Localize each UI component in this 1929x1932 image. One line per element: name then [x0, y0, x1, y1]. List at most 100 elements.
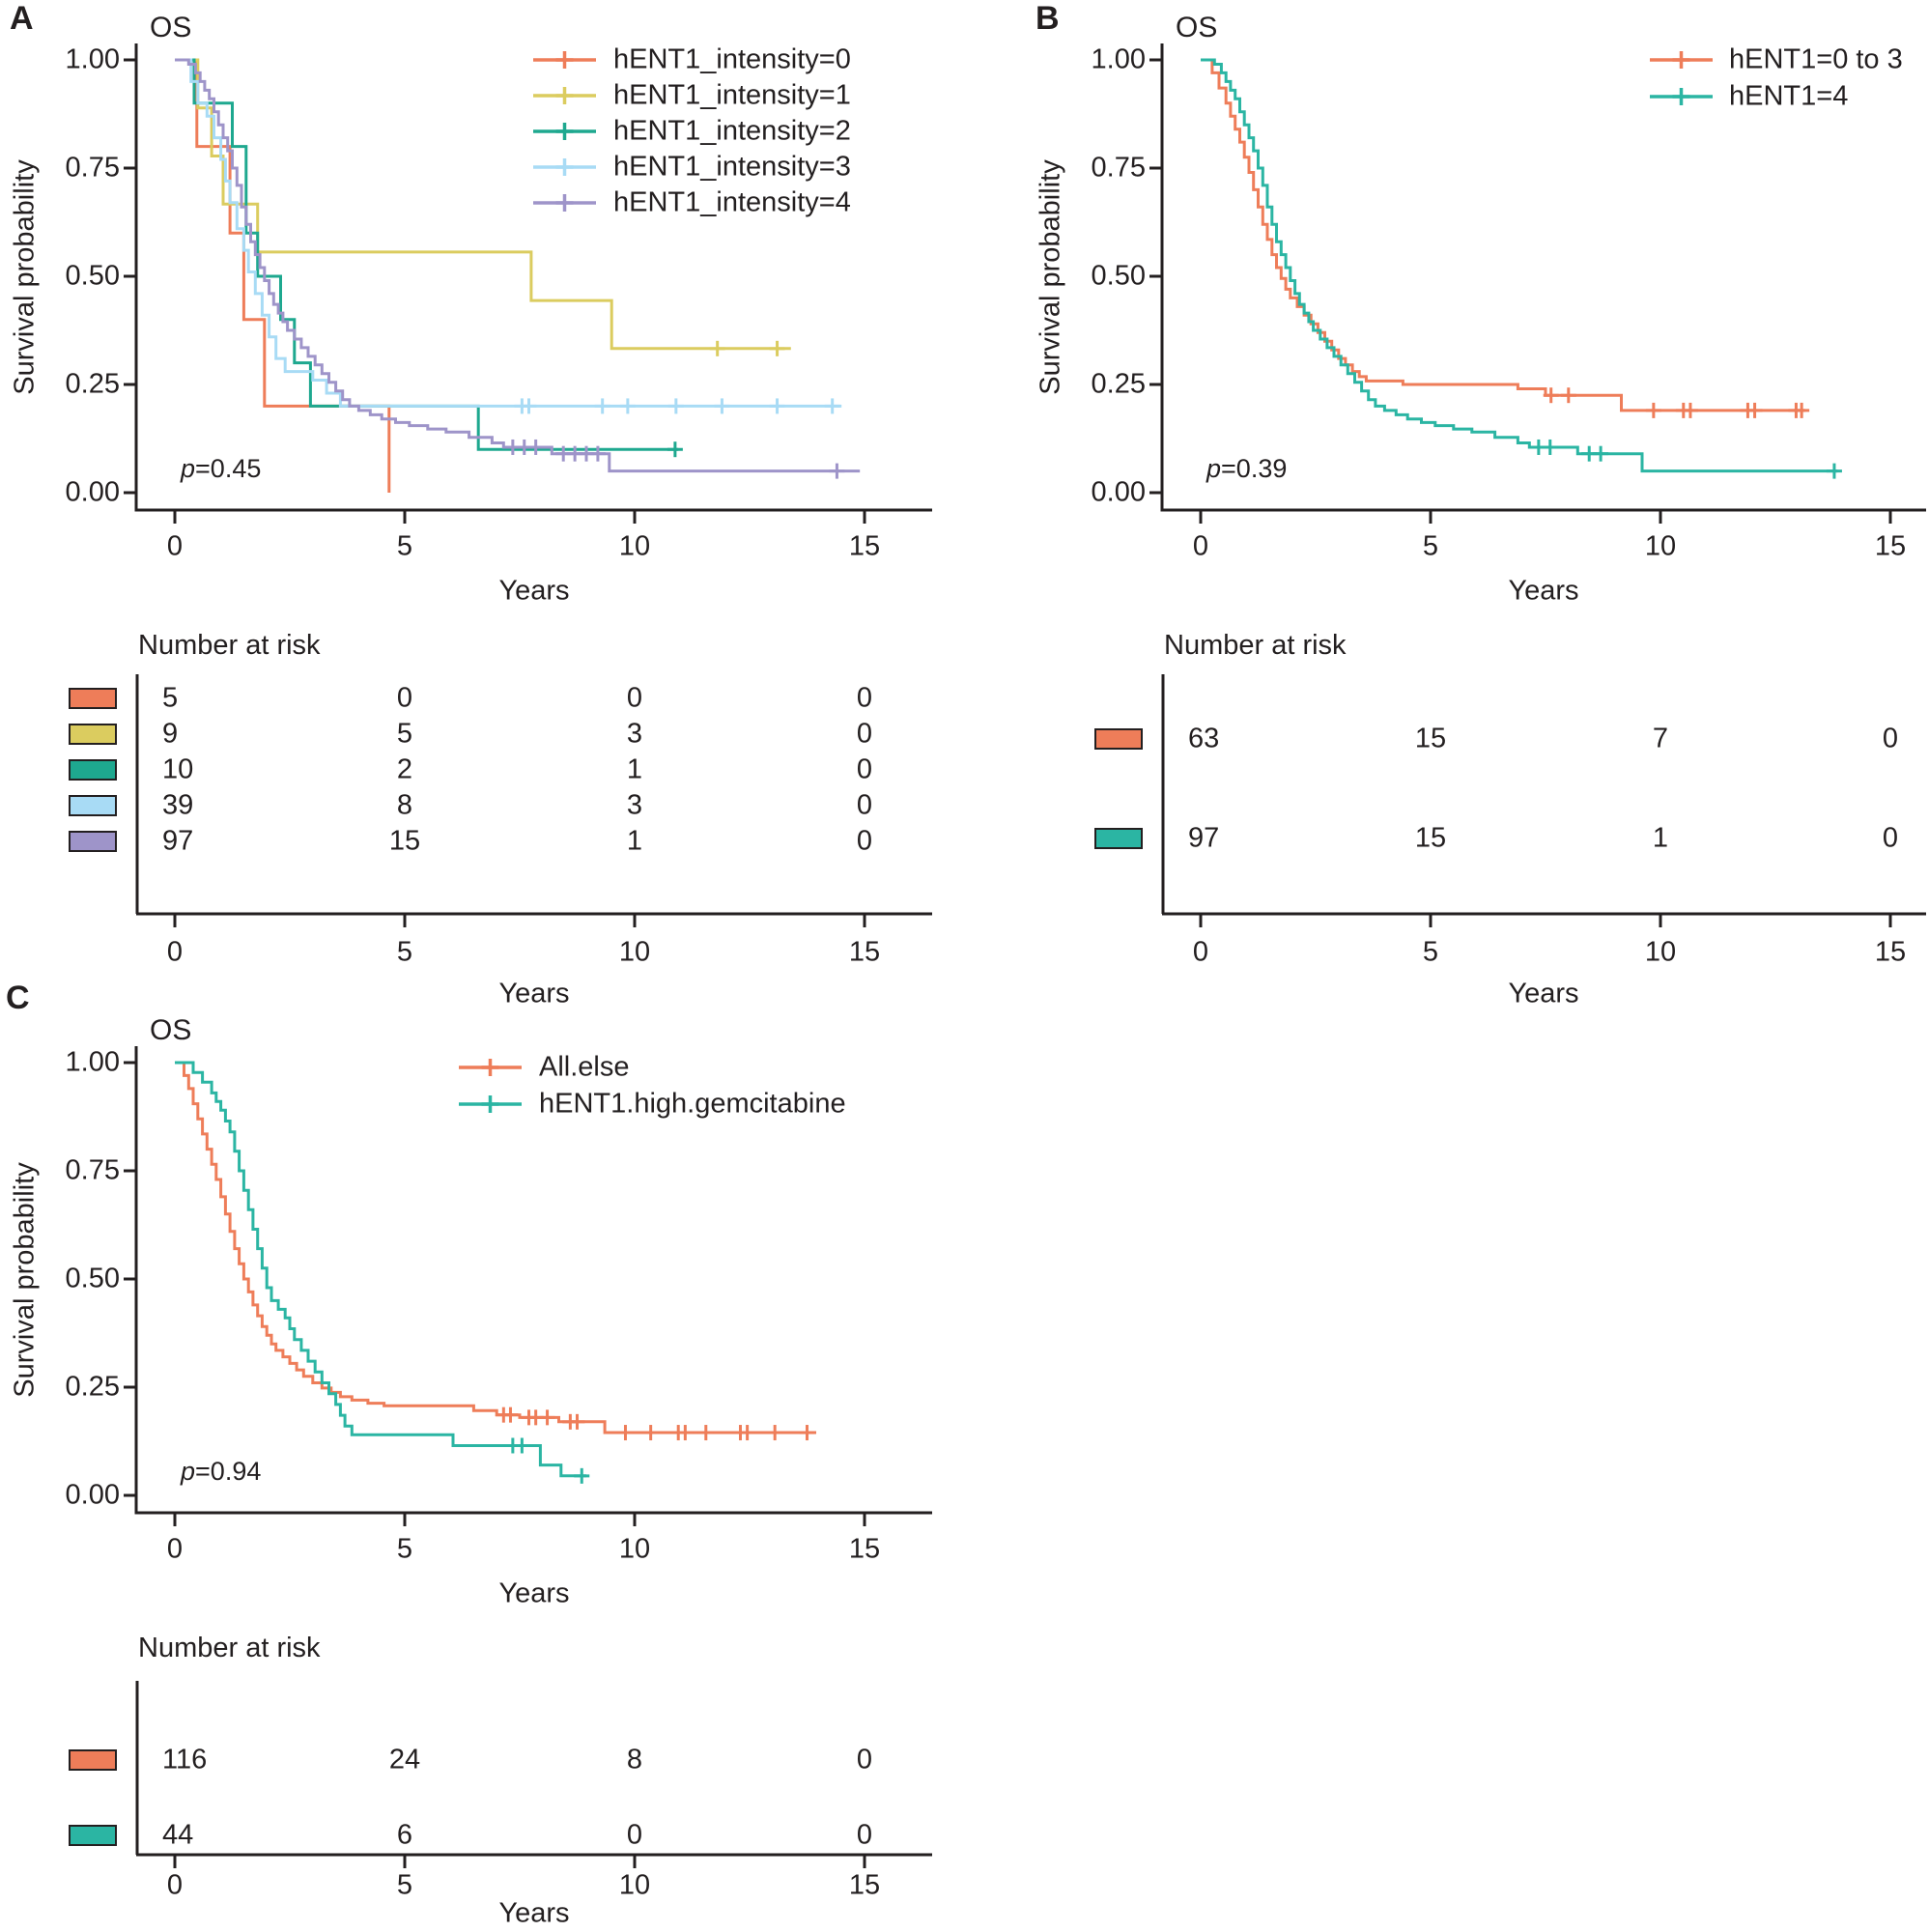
panel-c-risk-x-tick-label: 5 [396, 1869, 413, 1901]
panel-a-risk-count: 5 [396, 718, 413, 750]
panel-b-title: OS [1176, 12, 1218, 43]
panel-a-risk-count: 0 [626, 682, 643, 714]
panel-a-risk-x-tick-label: 15 [848, 936, 881, 968]
panel-b-label: B [1035, 0, 1060, 37]
panel-a-x-tick-label: 10 [618, 530, 651, 562]
panel-c-x-tick-label: 10 [618, 1533, 651, 1565]
panel-b-km-curve-1 [1201, 58, 1838, 473]
panel-c-y-tick-label: 0.50 [65, 1263, 120, 1294]
panel-b-risk-x-tick-label: 5 [1422, 936, 1439, 968]
panel-a-risk-x-axis-title: Years [498, 978, 570, 1009]
panel-a-risk-count: 0 [856, 718, 873, 750]
panel-a-risk-count: 0 [396, 682, 413, 714]
panel-c-y-tick-label: 0.00 [65, 1479, 120, 1511]
panel-c-axes [134, 1046, 932, 1515]
panel-b-risk-x-tick-label: 15 [1874, 936, 1907, 968]
panel-a-y-tick-label: 0.50 [65, 260, 120, 292]
panel-c-risk-table-header: Number at risk [138, 1633, 321, 1663]
panel-c-title: OS [150, 1014, 192, 1046]
panel-a-legend-label-0: hENT1_intensity=0 [613, 43, 851, 75]
panel-a-km-curve-4 [175, 58, 861, 473]
panel-b-x-tick-label: 10 [1644, 530, 1677, 562]
panel-a-risk-count: 0 [856, 682, 873, 714]
panel-a-x-axis-title: Years [498, 575, 570, 607]
panel-a-risk-swatch-3 [69, 795, 117, 816]
panel-a-risk-table-header: Number at risk [138, 630, 321, 661]
panel-c-risk-count: 8 [626, 1744, 643, 1776]
panel-a-risk-x-tick-label: 5 [396, 936, 413, 968]
panel-b-p-value: p=0.39 [1206, 454, 1288, 483]
panel-c-x-tick-label: 5 [396, 1533, 413, 1565]
panel-a-y-tick-label: 0.75 [65, 152, 120, 184]
panel-a-risk-count: 2 [396, 753, 413, 785]
panel-a-risk-count: 0 [856, 753, 873, 785]
panel-c-risk-x-tick-label: 10 [618, 1869, 651, 1901]
panel-b-y-tick-label: 0.25 [1091, 368, 1146, 400]
panel-a-risk-count: 1 [626, 753, 643, 785]
panel-a-risk-count: 0 [856, 825, 873, 857]
panel-a-km-curve-3 [175, 58, 842, 408]
panel-a-risk-swatch-1 [69, 724, 117, 745]
panel-b-y-axis-title: Survival probability [1035, 159, 1066, 395]
panel-a-risk-count: 10 [162, 753, 194, 785]
panel-a-title: OS [150, 12, 192, 43]
panel-c-risk-count: 116 [162, 1744, 208, 1776]
panel-a-risk-count: 8 [396, 789, 413, 821]
panel-b-risk-x-axis-title: Years [1508, 978, 1579, 1009]
panel-c-legend-label-1: hENT1.high.gemcitabine [539, 1088, 846, 1120]
panel-b-risk-count: 15 [1414, 822, 1447, 854]
panel-a-x-tick-label: 5 [396, 530, 413, 562]
panel-c-risk-swatch-0 [69, 1749, 117, 1771]
panel-c-y-tick-label: 0.75 [65, 1154, 120, 1186]
panel-c-risk-count: 0 [856, 1744, 873, 1776]
panel-a-legend-label-3: hENT1_intensity=3 [613, 151, 851, 183]
panel-b-km-curve-0 [1201, 58, 1805, 412]
panel-b-legend-label-0: hENT1=0 to 3 [1729, 43, 1903, 75]
panel-a-risk-count: 97 [162, 825, 194, 857]
panel-c-x-tick-label: 15 [848, 1533, 881, 1565]
panel-a-risk-count: 5 [162, 682, 179, 714]
panel-a-legend-label-1: hENT1_intensity=1 [613, 79, 851, 111]
panel-c-risk-swatch-1 [69, 1825, 117, 1846]
panel-a-legend-label-4: hENT1_intensity=4 [613, 186, 851, 218]
panel-b-risk-count: 7 [1652, 723, 1669, 754]
panel-c-risk-x-tick-label: 0 [166, 1869, 184, 1901]
panel-a-risk-x-tick-label: 10 [618, 936, 651, 968]
panel-a-label: A [10, 0, 34, 37]
panel-a-risk-count: 9 [162, 718, 179, 750]
panel-a-y-tick-label: 0.25 [65, 368, 120, 400]
panel-a-x-tick-label: 0 [166, 530, 184, 562]
panel-b-risk-count: 15 [1414, 723, 1447, 754]
panel-b-risk-count: 0 [1882, 723, 1899, 754]
panel-c-x-tick-label: 0 [166, 1533, 184, 1565]
panel-b-risk-x-tick-label: 10 [1644, 936, 1677, 968]
panel-c-label: C [6, 980, 30, 1016]
panel-a-risk-swatch-2 [69, 759, 117, 781]
panel-b-risk-x-tick-label: 0 [1192, 936, 1209, 968]
panel-a-axes [134, 43, 932, 512]
panel-b-axes [1160, 43, 1926, 512]
panel-b-y-tick-label: 0.50 [1091, 260, 1146, 292]
panel-a-risk-swatch-0 [69, 688, 117, 709]
panel-b-x-tick-label: 15 [1874, 530, 1907, 562]
panel-a-p-value: p=0.45 [181, 454, 262, 483]
panel-c-y-tick-label: 1.00 [65, 1046, 120, 1078]
panel-b-risk-count: 97 [1188, 822, 1220, 854]
panel-b-risk-swatch-0 [1094, 728, 1143, 750]
panel-c-risk-count: 0 [626, 1819, 643, 1851]
panel-b-y-tick-label: 0.75 [1091, 152, 1146, 184]
panel-b-risk-swatch-1 [1094, 828, 1143, 849]
panel-a-x-tick-label: 15 [848, 530, 881, 562]
panel-a-risk-x-tick-label: 0 [166, 936, 184, 968]
panel-a-risk-count: 15 [388, 825, 421, 857]
panel-c-x-axis-title: Years [498, 1577, 570, 1609]
panel-a-y-tick-label: 0.00 [65, 476, 120, 508]
panel-b-risk-count: 0 [1882, 822, 1899, 854]
panel-a-legend-label-2: hENT1_intensity=2 [613, 115, 851, 147]
panel-b-risk-count: 63 [1188, 723, 1220, 754]
panel-a-risk-count: 39 [162, 789, 194, 821]
panel-c-risk-count: 6 [396, 1819, 413, 1851]
panel-c-legend-label-0: All.else [539, 1051, 630, 1083]
